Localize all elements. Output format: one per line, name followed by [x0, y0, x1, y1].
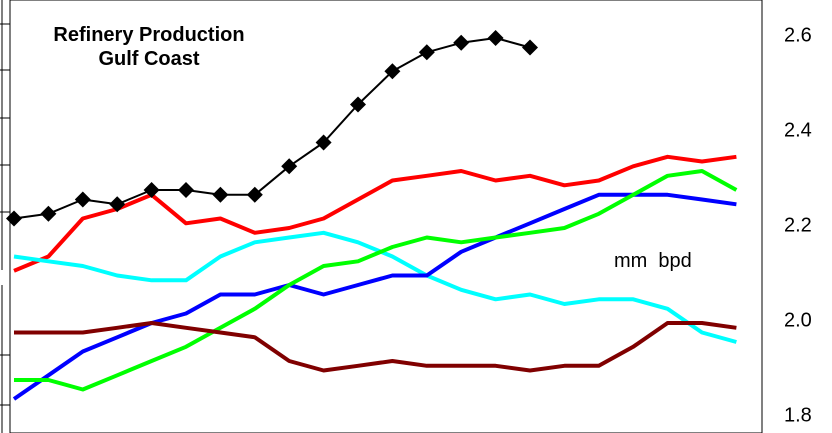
data-point: [6, 210, 22, 227]
series-line-4: [14, 169, 738, 392]
y-axis-ticks: 2.6 2.4 2.2 2.0 1.8: [784, 24, 812, 426]
data-point: [350, 96, 366, 113]
series-line-5: [14, 321, 737, 373]
unit-label: mm bpd: [614, 250, 692, 272]
adjacent-axis-fragment: [0, 0, 10, 433]
data-point: [143, 182, 160, 198]
data-point: [74, 191, 91, 208]
series-line-1: [13, 154, 737, 273]
y-tick-label: 2.2: [784, 214, 812, 236]
series-layer: [12, 37, 738, 401]
y-tick-label: 1.8: [784, 404, 812, 426]
y-tick-label: 2.4: [784, 119, 812, 141]
data-point: [522, 39, 538, 56]
y-tick-label: 2.6: [784, 24, 812, 46]
series-line-2: [13, 230, 737, 344]
data-point: [384, 63, 401, 80]
series-line-3: [12, 192, 737, 401]
marker-layer: [6, 30, 538, 227]
data-point: [453, 34, 470, 51]
data-point: [315, 134, 332, 151]
y-tick-label: 2.0: [784, 309, 812, 331]
series-line-0: [13, 37, 531, 220]
data-point: [281, 158, 298, 175]
data-point: [212, 186, 229, 203]
chart-title-block: Refinery Production Gulf Coast: [24, 23, 274, 71]
data-point: [109, 196, 126, 213]
data-point: [178, 182, 194, 198]
chart-title: Refinery Production: [53, 24, 245, 46]
data-point: [418, 44, 435, 61]
data-point: [40, 205, 57, 222]
chart-subtitle: Gulf Coast: [98, 48, 200, 70]
data-point: [487, 30, 504, 46]
data-point: [246, 186, 263, 203]
